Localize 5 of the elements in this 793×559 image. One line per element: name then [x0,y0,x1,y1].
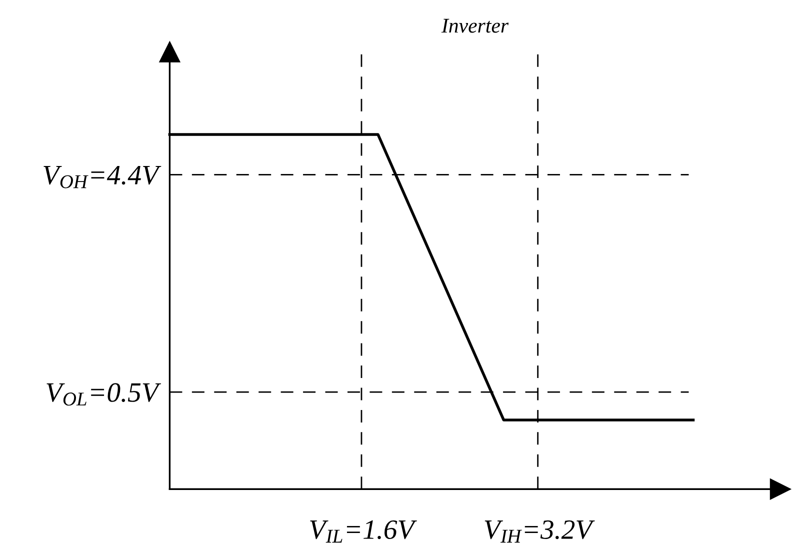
chart-title: Inverter [441,18,509,33]
x-tick-label: V$_{IL}$=1.6V [310,520,417,543]
y-tick-label: V$_{OL}$=0.5V [46,383,162,406]
x-tick-label: V$_{IH}$=3.2V [484,520,595,543]
y-tick-label: V$_{OH}$=4.4V [44,166,162,188]
